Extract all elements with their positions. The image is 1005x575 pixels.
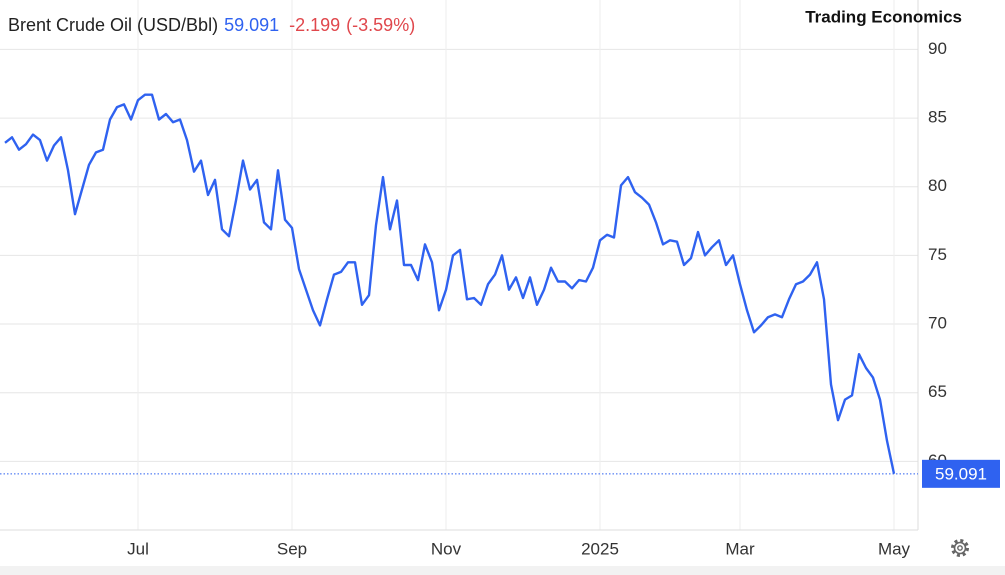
gear-body (953, 541, 967, 555)
price-line (4, 93, 896, 475)
change-pct: (-3.59%) (346, 15, 415, 35)
y-tick-label: 70 (928, 314, 947, 333)
y-tick-label: 80 (928, 176, 947, 195)
x-tick-label: Sep (277, 539, 307, 558)
x-tick-label: Nov (431, 539, 462, 558)
last-value-label: 59.091 (935, 464, 987, 483)
y-tick-label: 75 (928, 245, 947, 264)
gear-hole (957, 545, 963, 551)
settings-icon[interactable] (951, 539, 969, 557)
last-value-box (922, 459, 1000, 488)
x-tick-label: May (878, 539, 911, 558)
x-tick-label: Jul (127, 539, 149, 558)
gear-teeth (951, 539, 969, 557)
y-tick-label: 65 (928, 382, 947, 401)
brand: Trading Economics (805, 7, 962, 26)
y-tick-label: 85 (928, 108, 947, 127)
y-tick-label: 90 (928, 39, 947, 58)
change: -2.199 (289, 15, 340, 35)
x-tick-label: Mar (725, 539, 755, 558)
header: Brent Crude Oil (USD/Bbl) 59.091 -2.199 (-3… (8, 15, 415, 35)
footer-strip (0, 566, 1005, 575)
chart-title: Brent Crude Oil (USD/Bbl) (8, 15, 218, 35)
last-value: 59.091 (224, 15, 279, 35)
x-tick-label: 2025 (581, 539, 619, 558)
